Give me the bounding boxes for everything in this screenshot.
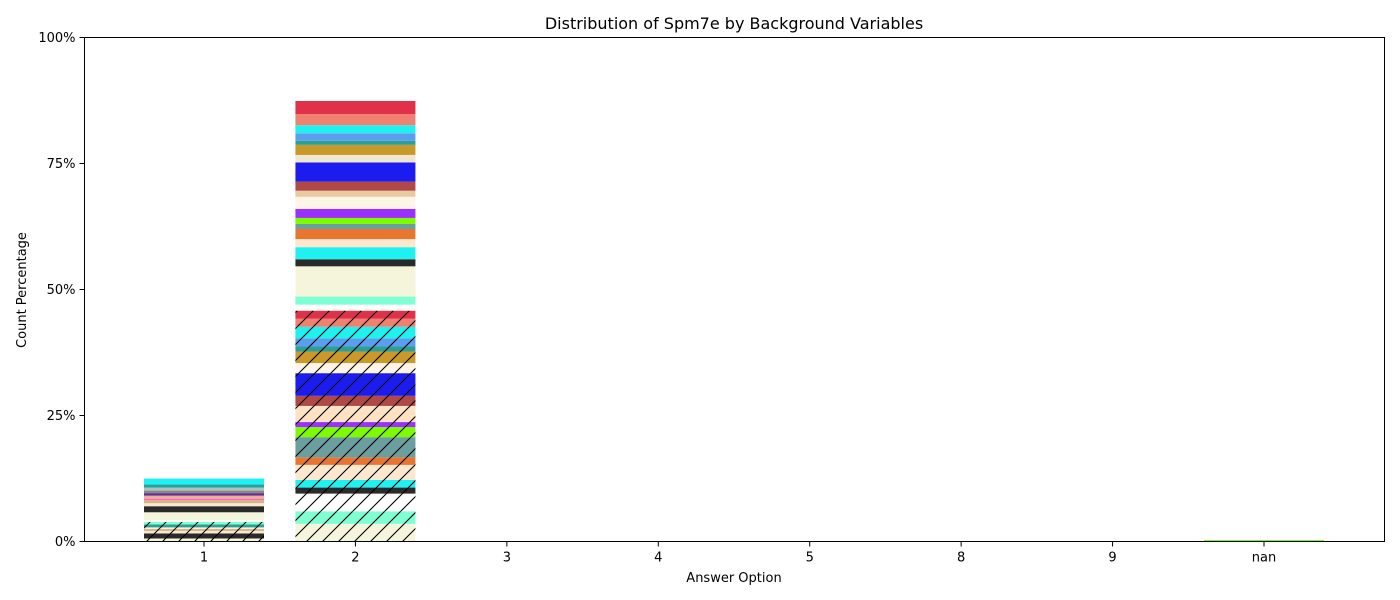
bar-segment-hatch-2-9: [295, 422, 416, 428]
bar-segment-hatch-2-5: [295, 464, 416, 481]
bar-segment-hatch-2-0: [295, 523, 416, 542]
bar-segment-hatch-1-1: [144, 533, 264, 539]
bar-segment-2-24: [295, 247, 416, 260]
bar-segment-hatch-2-3: [295, 487, 416, 494]
bar-segment-hatch-2-15: [295, 346, 416, 352]
bar-segment-2-23: [295, 259, 416, 267]
bar-segment-2-22: [295, 266, 416, 297]
bar-segment-hatch-2-16: [295, 338, 416, 347]
y-tick-label-3: 75%: [47, 157, 76, 172]
y-axis: 0% 25% 50% 75% 100%: [38, 31, 85, 550]
y-tick-label-0: 0%: [55, 535, 76, 550]
bar-segment-hatch-2-18: [295, 318, 416, 327]
bar-segment-hatch-1-0: [144, 538, 264, 542]
bar-segment-2-31: [295, 190, 416, 197]
bar-segment-1-19: [144, 478, 264, 485]
x-tick-label-1: 2: [351, 551, 359, 566]
plot-frame: [84, 37, 1385, 542]
bar-segment-hatch-2-7: [295, 437, 416, 458]
bar-segment-1-14: [144, 493, 264, 496]
bar-segment-2-20: [295, 304, 416, 311]
bar-segment-1-10: [144, 503, 264, 507]
x-tick-label-4: 5: [806, 551, 814, 566]
x-tick-label-5: 8: [957, 551, 965, 566]
bar-segment-hatch-1-6: [144, 521, 264, 525]
bar-segment-1-9: [144, 506, 264, 513]
bar-segment-hatch-2-4: [295, 480, 416, 488]
bar-segment-2-40: [295, 101, 416, 115]
bar-segment-nan-0: [1204, 539, 1324, 542]
x-tick-label-6: 9: [1108, 551, 1116, 566]
bar-segment-hatch-2-11: [295, 395, 416, 406]
bar-segment-hatch-2-6: [295, 457, 416, 465]
bar-segment-2-29: [295, 208, 416, 218]
x-axis: 1 2 3 4 5 8 9 nan: [200, 541, 1276, 566]
bar-segment-1-11: [144, 500, 264, 504]
bar-segment-1-13: [144, 495, 264, 499]
bar-segment-2-37: [295, 133, 416, 141]
x-axis-label: Answer Option: [686, 571, 781, 586]
bar-segment-2-34: [295, 154, 416, 163]
bar-segment-2-28: [295, 217, 416, 224]
bar-segment-2-38: [295, 125, 416, 134]
bar-segment-1-12: [144, 498, 264, 501]
bar-segment-hatch-1-5: [144, 524, 264, 528]
bar-segment-1-16: [144, 489, 264, 491]
bar-segment-hatch-2-10: [295, 405, 416, 423]
bar-segment-hatch-1-4: [144, 527, 264, 529]
bar-segment-hatch-2-8: [295, 427, 416, 438]
bar-segment-1-17: [144, 487, 264, 490]
x-tick-label-0: 1: [200, 551, 208, 566]
y-tick-label-2: 50%: [47, 283, 76, 298]
bar-segment-hatch-1-3: [144, 528, 264, 531]
x-tick-label-7: nan: [1252, 551, 1276, 566]
y-tick-label-1: 25%: [47, 409, 76, 424]
bar-segment-1-8: [144, 512, 264, 521]
bar-segment-2-39: [295, 114, 416, 126]
y-axis-label: Count Percentage: [15, 232, 30, 348]
x-tick-label-2: 3: [503, 551, 511, 566]
bar-segment-1-18: [144, 484, 264, 488]
bar-segment-2-25: [295, 239, 416, 248]
bar-segment-hatch-2-14: [295, 351, 416, 364]
bar-segment-hatch-2-12: [295, 373, 416, 396]
bar-segment-2-35: [295, 144, 416, 155]
bar-segment-2-27: [295, 223, 416, 230]
bar-segment-hatch-2-1: [295, 511, 416, 524]
bar-segment-2-21: [295, 296, 416, 305]
bar-segment-hatch-2-17: [295, 326, 416, 339]
bar-segment-2-30: [295, 196, 416, 209]
bar-segment-2-33: [295, 162, 416, 182]
bars-group: [144, 101, 1324, 542]
bar-segment-2-26: [295, 229, 416, 240]
bar-segment-hatch-2-19: [295, 310, 416, 319]
y-tick-label-4: 100%: [38, 31, 75, 46]
bar-segment-1-7: [144, 520, 264, 522]
bar-segment-hatch-2-2: [295, 493, 416, 512]
bar-segment-2-32: [295, 181, 416, 191]
bar-segment-hatch-1-2: [144, 530, 264, 534]
x-tick-label-3: 4: [654, 551, 662, 566]
bar-segment-hatch-2-13: [295, 363, 416, 374]
bar-segment-1-15: [144, 490, 264, 494]
chart-title: Distribution of Spm7e by Background Vari…: [545, 14, 923, 33]
bar-segment-2-36: [295, 140, 416, 145]
